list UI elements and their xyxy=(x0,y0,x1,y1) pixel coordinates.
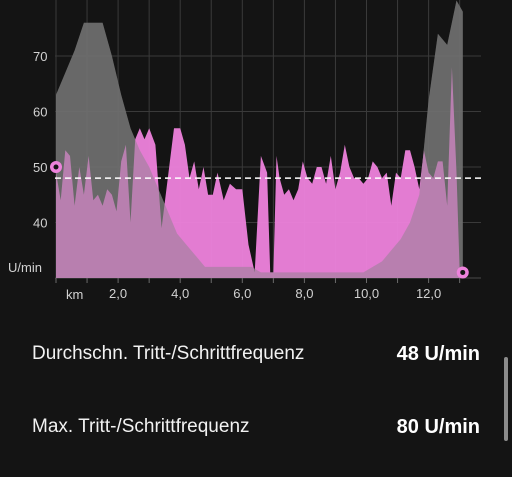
x-tick-label: 2,0 xyxy=(109,286,127,301)
cadence-area xyxy=(56,67,460,278)
max-cadence-label: Max. Tritt-/Schrittfrequenz xyxy=(32,416,250,437)
average-cadence-label: Durchschn. Tritt-/Schrittfrequenz xyxy=(32,343,305,364)
chart-areas xyxy=(56,0,463,278)
stat-row-average-cadence: Durchschn. Tritt-/Schrittfrequenz 48 U/m… xyxy=(32,334,480,374)
cadence-chart: 40 50 60 70 2,0 4,0 6,0 8,0 10,0 12,0 U/min km xyxy=(8,0,481,302)
x-tick-label: 6,0 xyxy=(233,286,251,301)
chart-markers xyxy=(50,161,469,279)
x-tick-label: 10,0 xyxy=(354,286,379,301)
chart-labels: 40 50 60 70 2,0 4,0 6,0 8,0 10,0 12,0 U/min km xyxy=(8,49,441,302)
x-tick-label: 12,0 xyxy=(416,286,441,301)
y-tick-label: 50 xyxy=(33,160,47,175)
x-unit-label: km xyxy=(66,287,83,302)
y-tick-label: 70 xyxy=(33,49,47,64)
scrollbar[interactable] xyxy=(504,357,508,441)
y-tick-label: 40 xyxy=(33,216,47,231)
x-tick-label: 4,0 xyxy=(171,286,189,301)
y-tick-label: 60 xyxy=(33,105,47,120)
y-unit-label: U/min xyxy=(8,260,42,275)
comparison-overlay xyxy=(56,0,463,278)
average-cadence-value: 48 U/min xyxy=(396,342,480,365)
marker-center xyxy=(53,164,59,170)
stat-row-max-cadence: Max. Tritt-/Schrittfrequenz 80 U/min xyxy=(32,407,480,447)
x-tick-label: 8,0 xyxy=(295,286,313,301)
max-cadence-value: 80 U/min xyxy=(396,415,480,438)
marker-center xyxy=(460,269,466,275)
